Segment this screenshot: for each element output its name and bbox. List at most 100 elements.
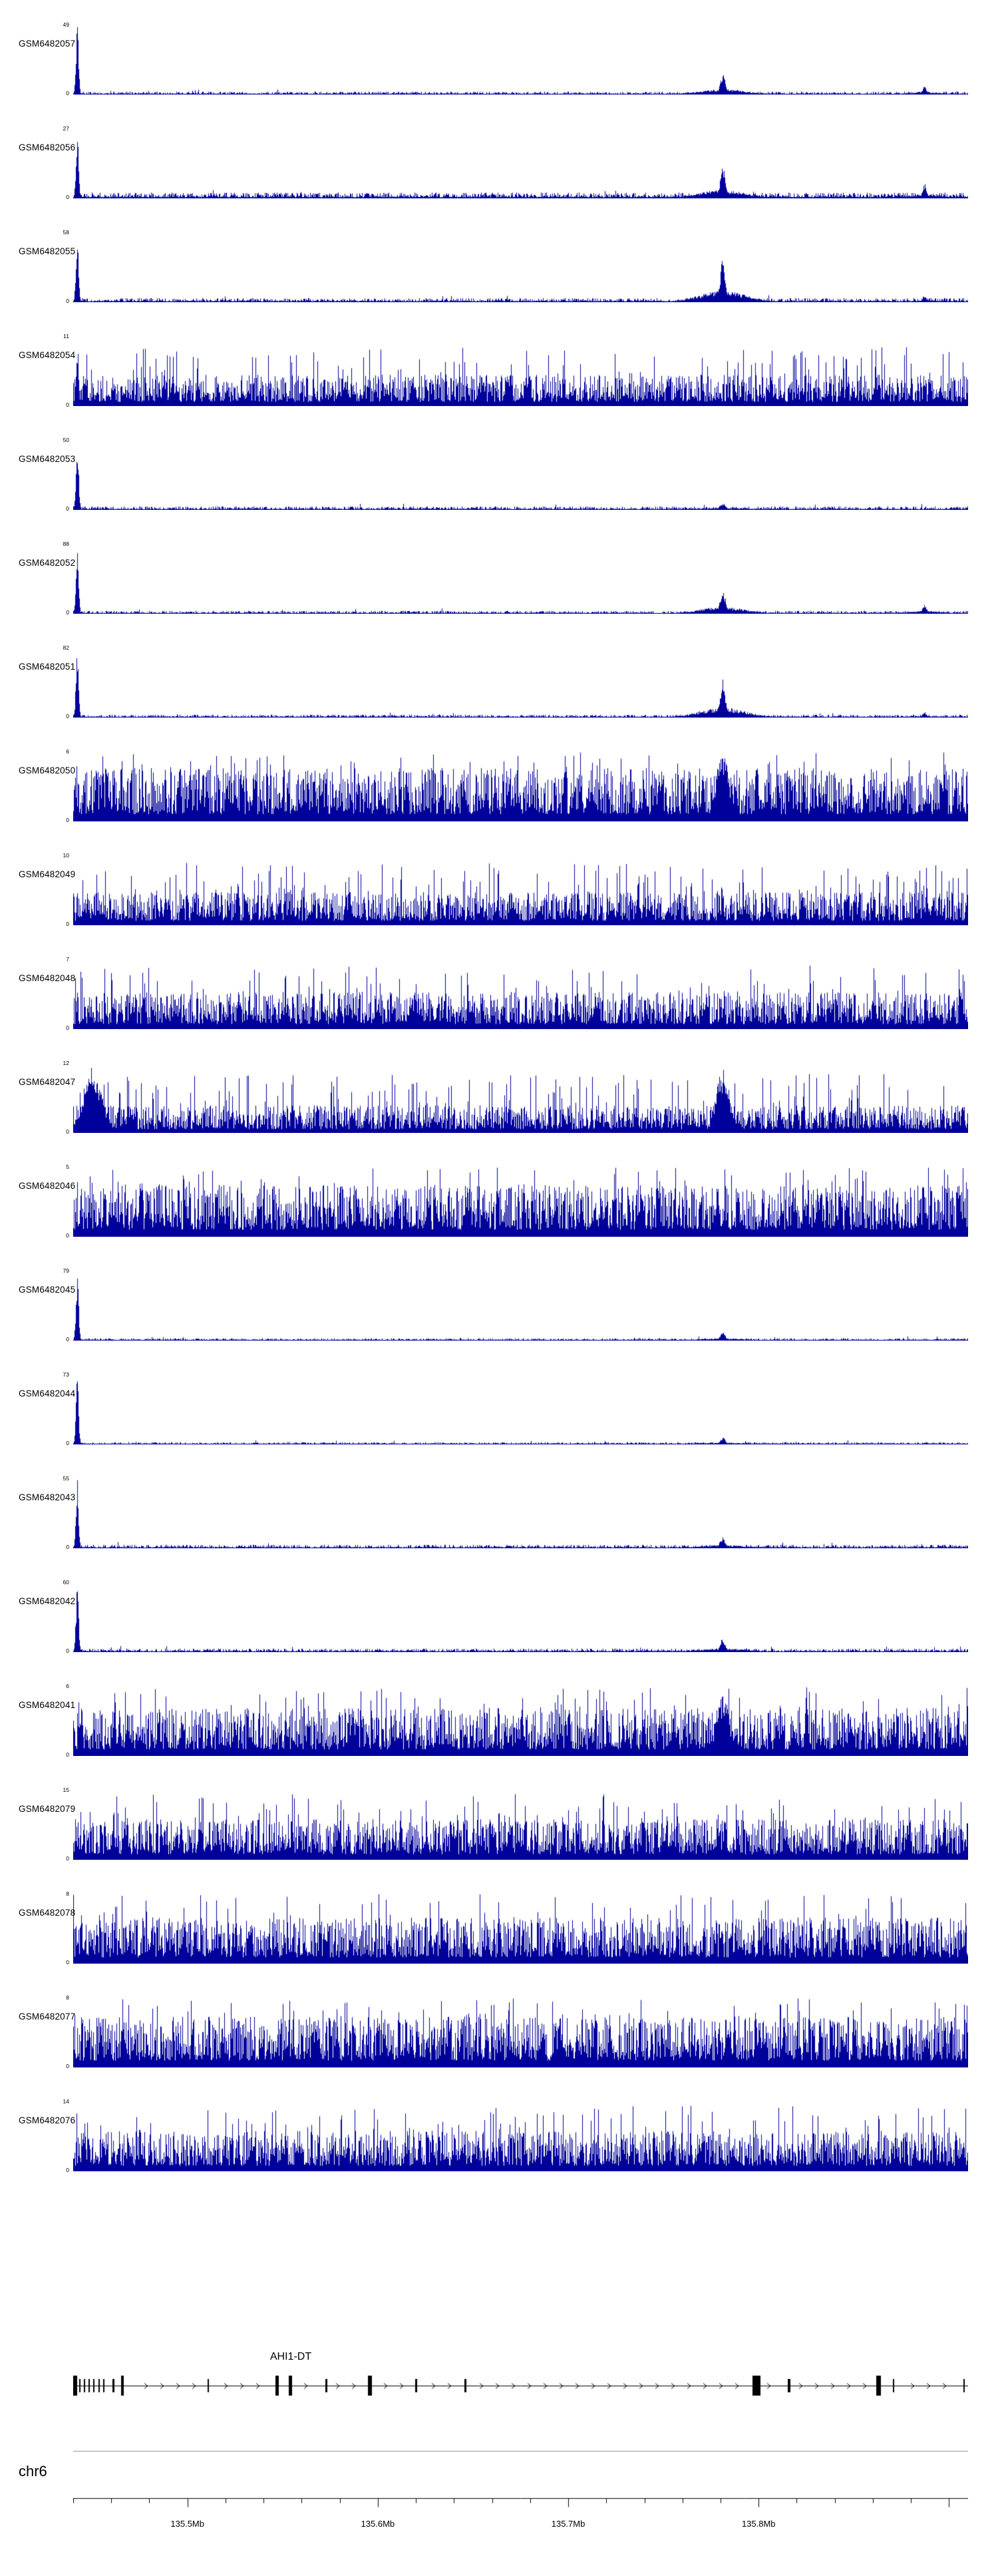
- track-ymin-label: 0: [66, 1440, 69, 1446]
- track-ymin-label: 0: [66, 713, 69, 720]
- signal-track-row: GSM6482047 12 0: [0, 1044, 998, 1148]
- signal-plot-canvas: [73, 2102, 968, 2171]
- track-ymax-label: 55: [63, 1475, 69, 1482]
- track-ymax-label: 6: [66, 748, 69, 755]
- signal-track-row: GSM6482049 10 0: [0, 836, 998, 940]
- track-ymax-label: 60: [63, 1579, 69, 1586]
- signal-track-row: GSM6482051 82 0: [0, 628, 998, 732]
- signal-track-row: GSM6482042 60 0: [0, 1563, 998, 1667]
- signal-plot-canvas: [73, 129, 968, 198]
- track-name-label: GSM6482044: [19, 1389, 76, 1398]
- track-ymax-label: 58: [63, 229, 69, 236]
- track-name-label: GSM6482047: [19, 1077, 76, 1087]
- axis-tick-label: 135.6Mb: [361, 2519, 395, 2529]
- track-ymin-label: 0: [66, 1959, 69, 1966]
- track-ymin-label: 0: [66, 1855, 69, 1862]
- signal-plot-canvas: [73, 337, 968, 406]
- track-ymax-label: 14: [63, 2098, 69, 2105]
- signal-plot-canvas: [73, 1479, 968, 1548]
- track-ymax-label: 15: [63, 1787, 69, 1793]
- signal-track-row: GSM6482041 6 0: [0, 1667, 998, 1771]
- track-name-label: GSM6482043: [19, 1492, 76, 1502]
- track-name-label: GSM6482053: [19, 454, 76, 464]
- signal-plot-canvas: [73, 752, 968, 821]
- signal-plot-canvas: [73, 1168, 968, 1237]
- signal-plot-canvas: [73, 960, 968, 1029]
- track-ymax-label: 8: [66, 1994, 69, 2001]
- chromosome-label: chr6: [19, 2463, 47, 2479]
- track-ymax-label: 6: [66, 1683, 69, 1689]
- signal-plot-canvas: [73, 233, 968, 302]
- signal-track-row: GSM6482056 27 0: [0, 109, 998, 213]
- track-ymax-label: 11: [63, 333, 69, 339]
- gene-model-track: [73, 2370, 968, 2402]
- signal-plot-canvas: [73, 1375, 968, 1444]
- signal-track-row: GSM6482050 6 0: [0, 732, 998, 836]
- track-ymax-label: 8: [66, 1890, 69, 1897]
- track-ymin-label: 0: [66, 921, 69, 927]
- signal-plot-canvas: [73, 544, 968, 614]
- track-name-label: GSM6482077: [19, 2012, 76, 2022]
- signal-plot-canvas: [73, 1271, 968, 1341]
- track-ymin-label: 0: [66, 401, 69, 408]
- axis-separator-line: [73, 2451, 968, 2452]
- track-name-label: GSM6482048: [19, 973, 76, 983]
- signal-plot-canvas: [73, 856, 968, 925]
- signal-plot-canvas: [73, 1064, 968, 1133]
- signal-plot-canvas: [73, 648, 968, 718]
- signal-plot-canvas: [73, 1998, 968, 2067]
- track-name-label: GSM6482051: [19, 662, 76, 672]
- track-ymin-label: 0: [66, 2063, 69, 2069]
- signal-track-row: GSM6482077 8 0: [0, 1978, 998, 2082]
- signal-track-row: GSM6482057 49 0: [0, 5, 998, 109]
- signal-track-row: GSM6482079 15 0: [0, 1771, 998, 1874]
- signal-track-row: GSM6482053 50 0: [0, 421, 998, 525]
- track-ymin-label: 0: [66, 1336, 69, 1343]
- signal-plot-canvas: [73, 441, 968, 510]
- track-ymax-label: 82: [63, 644, 69, 651]
- axis-tick-label: 135.5Mb: [170, 2519, 204, 2529]
- track-ymax-label: 79: [63, 1267, 69, 1274]
- track-ymin-label: 0: [66, 505, 69, 512]
- track-name-label: GSM6482041: [19, 1700, 76, 1710]
- track-name-label: GSM6482056: [19, 142, 76, 152]
- axis-tick-label: 135.7Mb: [551, 2519, 585, 2529]
- signal-track-row: GSM6482045 79 0: [0, 1251, 998, 1355]
- signal-track-row: GSM6482055 58 0: [0, 213, 998, 317]
- track-ymax-label: 27: [63, 125, 69, 132]
- signal-track-row: GSM6482048 7 0: [0, 940, 998, 1044]
- track-name-label: GSM6482057: [19, 39, 76, 49]
- track-ymin-label: 0: [66, 1647, 69, 1654]
- track-ymin-label: 0: [66, 1751, 69, 1758]
- track-ymin-label: 0: [66, 817, 69, 823]
- track-name-label: GSM6482042: [19, 1596, 76, 1606]
- signal-track-row: GSM6482054 11 0: [0, 317, 998, 421]
- track-ymin-label: 0: [66, 1024, 69, 1031]
- track-ymax-label: 7: [66, 956, 69, 963]
- signal-track-row: GSM6482052 88 0: [0, 525, 998, 628]
- track-ymin-label: 0: [66, 2167, 69, 2173]
- signal-plot-canvas: [73, 25, 968, 95]
- track-name-label: GSM6482079: [19, 1804, 76, 1814]
- track-ymax-label: 50: [63, 437, 69, 443]
- signal-track-row: GSM6482046 5 0: [0, 1148, 998, 1251]
- track-ymax-label: 12: [63, 1060, 69, 1066]
- signal-plot-canvas: [73, 1894, 968, 1964]
- track-ymin-label: 0: [66, 194, 69, 200]
- track-ymin-label: 0: [66, 90, 69, 97]
- track-name-label: GSM6482078: [19, 1908, 76, 1918]
- track-ymax-label: 5: [66, 1164, 69, 1170]
- track-ymax-label: 88: [63, 540, 69, 547]
- track-ymin-label: 0: [66, 298, 69, 304]
- genome-axis-ruler: [73, 2497, 968, 2512]
- signal-plot-canvas: [73, 1583, 968, 1652]
- track-name-label: GSM6482050: [19, 765, 76, 775]
- signal-plot-canvas: [73, 1687, 968, 1756]
- track-name-label: GSM6482076: [19, 2115, 76, 2125]
- signal-track-row: GSM6482078 8 0: [0, 1874, 998, 1978]
- track-ymin-label: 0: [66, 1232, 69, 1239]
- track-name-label: GSM6482055: [19, 246, 76, 256]
- track-ymax-label: 49: [63, 21, 69, 28]
- signal-track-row: GSM6482076 14 0: [0, 2082, 998, 2186]
